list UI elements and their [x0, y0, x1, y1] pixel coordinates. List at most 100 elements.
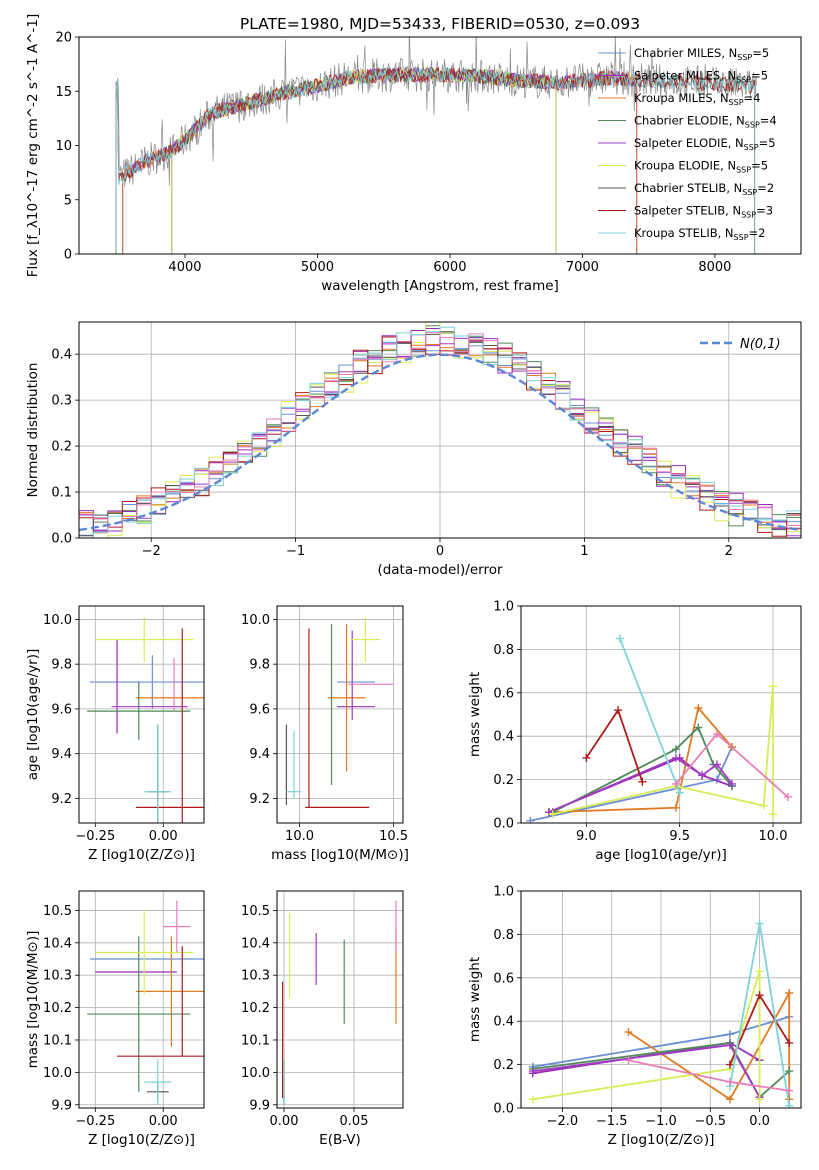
figure-title: PLATE=1980, MJD=53433, FIBERID=0530, z=0… [240, 15, 640, 33]
weight-marker-chabrier-elodie [694, 723, 703, 732]
weight-marker-kroupa-stelib [675, 788, 684, 797]
weight-marker-kroupa-miles [694, 703, 703, 712]
legend-label-subscript: SSP [745, 121, 760, 130]
histogram-kroupa-stelib [79, 326, 801, 538]
weight-marker-kroupa-miles [671, 803, 680, 812]
y-tick-label: 10.4 [241, 936, 270, 951]
x-tick-label: 9.0 [576, 829, 597, 844]
y-axis-label: mass [log10(M/M⊙)] [25, 931, 41, 1069]
x-tick-label: 6000 [433, 260, 466, 275]
weight-marker-salpeter-stelib [726, 1060, 735, 1069]
model-line-chabrier-miles [122, 66, 638, 254]
legend-label-count: =5 [752, 46, 769, 60]
panel-age-vs-mass: 10.0 10.5 9.2 9.4 9.6 9.8 10.0 mass [log10(M/M⊙… [241, 605, 409, 863]
weight-marker-pink [785, 1086, 794, 1095]
y-tick-label: 10.4 [43, 936, 72, 951]
x-tick-label: 4000 [168, 260, 201, 275]
weight-marker-pink [726, 1077, 735, 1086]
x-tick-label: 8000 [698, 260, 731, 275]
weight-marker-salpeter-stelib [755, 991, 764, 1000]
weight-marker-kroupa-elodie [755, 967, 764, 976]
legend-label-count: =3 [756, 204, 773, 218]
axes-frame [78, 605, 205, 824]
weight-marker-pink [783, 792, 792, 801]
x-tick-label: 10.5 [379, 829, 408, 844]
y-tick-label: 0.0 [51, 532, 72, 547]
legend-label-count: =4 [744, 91, 761, 105]
legend-label: Salpeter STELIB, NSSP=3 [634, 204, 773, 220]
weight-marker-kroupa-stelib [755, 919, 764, 928]
x-tick-label: −2.0 [547, 1114, 579, 1129]
x-axis-label: (data-model)/error [377, 562, 503, 578]
legend-label-subscript: SSP [741, 211, 756, 220]
legend-label-count: =5 [751, 69, 768, 83]
axes-frame [276, 605, 404, 824]
y-tick-label: 0.6 [493, 686, 514, 701]
legend-label-text: Kroupa STELIB, N [634, 226, 734, 240]
legend-label-count: =5 [751, 159, 768, 173]
weight-marker-kroupa-miles [624, 1028, 633, 1037]
y-tick-label: 10.2 [241, 1001, 270, 1016]
x-tick-label: −0.5 [695, 1114, 727, 1129]
axes-frame [78, 890, 205, 1109]
x-tick-label: 0 [436, 544, 444, 559]
legend-label-normal: N(0,1) [740, 337, 781, 352]
weight-marker-pink [713, 730, 721, 739]
weight-marker-chabrier-elodie [785, 1067, 794, 1076]
y-tick-label: 0.0 [493, 1102, 514, 1117]
y-tick-label: 10.1 [241, 1033, 270, 1048]
normal-curve-line [79, 353, 801, 532]
weight-marker-kroupa-stelib [615, 634, 624, 643]
weight-marker-pink [671, 779, 680, 788]
weight-marker-chabrier-elodie [671, 745, 680, 754]
x-tick-label: 5000 [301, 260, 334, 275]
y-tick-label: 0.4 [51, 348, 72, 363]
legend-label: Kroupa MILES, NSSP=4 [634, 91, 760, 107]
weight-marker-salpeter-elodie [698, 771, 707, 780]
axes-frame [520, 605, 802, 824]
legend-label: Chabrier MILES, NSSP=5 [634, 46, 769, 62]
y-tick-label: 0.2 [51, 440, 72, 455]
x-tick-label: 1 [580, 544, 588, 559]
legend-label-subscript: SSP [729, 98, 744, 107]
y-tick-label: 10.5 [241, 904, 270, 919]
y-axis-label: Normed distribution [25, 363, 41, 498]
x-tick-label: 2 [725, 544, 733, 559]
y-axis-label: mass weight [467, 672, 483, 757]
panel-weight-vs-metallicity: −2.0 −1.5 −1.0 −0.5 0.0 0.0 0.2 0.4 0.6 0.8 1.0 Z [… [467, 885, 802, 1148]
axes-frame [520, 890, 802, 1109]
y-tick-label: 20 [55, 31, 72, 46]
y-tick-label: 1.0 [493, 885, 514, 900]
legend-label-count: =2 [749, 226, 766, 240]
x-tick-label: −1 [286, 544, 305, 559]
y-tick-label: 1.0 [493, 600, 514, 615]
legend-label-subscript: SSP [742, 188, 757, 197]
y-tick-label: 0.6 [493, 971, 514, 986]
histogram-salpeter-elodie [79, 334, 801, 537]
y-tick-label: 0.0 [493, 817, 514, 832]
panel-mass-vs-ebv: 0.00 0.05 9.9 10.0 10.1 10.2 10.3 10.4 10.5 E(B-V… [241, 890, 404, 1148]
x-axis-label: Z [log10(Z/Z⊙)] [88, 847, 195, 863]
weight-line-salpeter-elodie [548, 756, 733, 813]
legend-label-subscript: SSP [737, 53, 752, 62]
legend-label-count: =2 [757, 181, 774, 195]
x-tick-label: 0.05 [340, 1114, 369, 1129]
weight-marker-salpeter-stelib [638, 777, 647, 786]
weight-marker-kroupa-elodie [755, 1095, 764, 1104]
axes-frame [78, 36, 802, 255]
legend-label: Kroupa ELODIE, NSSP=5 [634, 159, 768, 175]
x-tick-label: −0.25 [75, 1114, 115, 1129]
weight-marker-kroupa-elodie [769, 682, 777, 691]
y-tick-label: 10 [55, 139, 72, 154]
axes-frame [276, 890, 404, 1109]
weight-marker-salpeter-elodie [713, 760, 721, 769]
y-tick-label: 10.2 [43, 1001, 72, 1016]
y-tick-label: 9.9 [249, 1098, 270, 1113]
x-axis-label: Z [log10(Z/Z⊙)] [608, 1132, 715, 1148]
model-line-kroupa-miles [122, 66, 638, 254]
legend-label-subscript: SSP [736, 76, 751, 85]
weight-marker-kroupa-stelib [785, 1101, 794, 1108]
weight-marker-kroupa-miles [785, 988, 794, 997]
y-tick-label: 0 [64, 248, 72, 263]
